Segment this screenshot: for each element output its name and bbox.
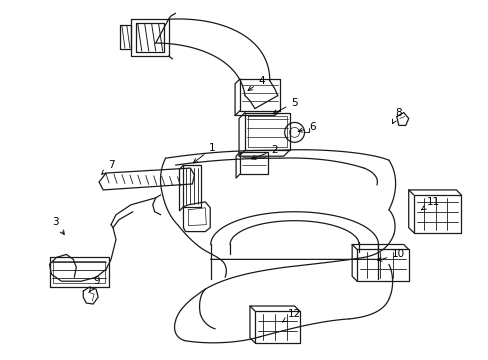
Text: 3: 3 [52,217,64,234]
Text: 9: 9 [89,276,100,292]
Text: 6: 6 [298,122,315,132]
Text: 2: 2 [251,145,278,159]
Text: 11: 11 [421,197,439,210]
Text: 4: 4 [247,76,264,90]
Text: 1: 1 [193,143,215,163]
Text: 7: 7 [102,160,114,174]
Text: 8: 8 [391,108,401,123]
Text: 5: 5 [273,98,297,114]
Text: 10: 10 [377,249,405,261]
Text: 12: 12 [282,309,301,322]
